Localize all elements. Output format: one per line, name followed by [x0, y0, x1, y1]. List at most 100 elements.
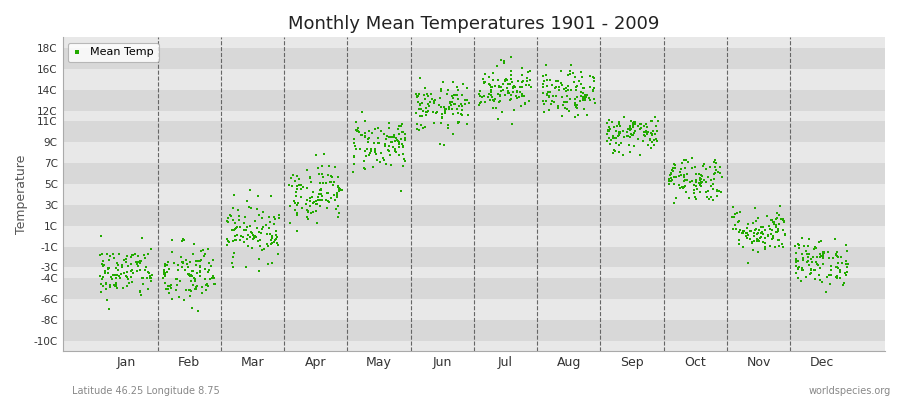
Mean Temp: [375, 155, 390, 162]
Mean Temp: [265, 233, 279, 239]
Mean Temp: [725, 225, 740, 232]
Mean Temp: [574, 68, 589, 75]
Mean Temp: [680, 157, 694, 163]
Mean Temp: [315, 171, 329, 177]
Mean Temp: [680, 159, 695, 166]
Mean Temp: [804, 266, 818, 273]
Mean Temp: [130, 268, 145, 274]
Mean Temp: [813, 265, 827, 271]
Mean Temp: [434, 86, 448, 92]
Mean Temp: [295, 184, 310, 190]
Mean Temp: [814, 279, 829, 285]
Mean Temp: [558, 104, 572, 111]
Mean Temp: [545, 82, 560, 89]
Mean Temp: [314, 187, 328, 193]
Mean Temp: [472, 102, 487, 108]
Mean Temp: [677, 157, 691, 163]
Mean Temp: [560, 98, 574, 105]
Mean Temp: [221, 215, 236, 222]
Mean Temp: [331, 184, 346, 191]
Mean Temp: [386, 134, 400, 140]
Mean Temp: [606, 119, 620, 126]
Mean Temp: [107, 255, 122, 262]
Mean Temp: [626, 130, 641, 136]
Mean Temp: [378, 142, 392, 149]
Mean Temp: [649, 123, 663, 130]
Mean Temp: [755, 231, 770, 237]
Mean Temp: [193, 258, 207, 264]
Mean Temp: [790, 258, 805, 264]
Mean Temp: [421, 93, 436, 99]
Mean Temp: [322, 178, 337, 185]
Mean Temp: [110, 285, 124, 291]
Mean Temp: [255, 215, 269, 222]
Mean Temp: [321, 190, 336, 196]
Mean Temp: [685, 165, 699, 171]
Mean Temp: [624, 126, 638, 132]
Mean Temp: [515, 93, 529, 100]
Mean Temp: [327, 192, 341, 198]
Mean Temp: [384, 162, 399, 168]
Mean Temp: [580, 92, 594, 98]
Mean Temp: [761, 233, 776, 239]
Mean Temp: [816, 251, 831, 258]
Mean Temp: [505, 78, 519, 85]
Mean Temp: [314, 163, 328, 170]
Mean Temp: [831, 260, 845, 266]
Mean Temp: [260, 231, 274, 238]
Mean Temp: [685, 178, 699, 185]
Mean Temp: [638, 129, 652, 136]
Mean Temp: [395, 163, 410, 170]
Mean Temp: [194, 248, 208, 254]
Mean Temp: [451, 96, 465, 102]
Mean Temp: [411, 93, 426, 99]
Mean Temp: [252, 236, 266, 243]
Mean Temp: [701, 188, 716, 194]
Mean Temp: [741, 232, 755, 238]
Mean Temp: [536, 90, 550, 96]
Mean Temp: [288, 207, 302, 213]
Mean Temp: [623, 148, 637, 155]
Mean Temp: [414, 121, 428, 128]
Mean Temp: [755, 229, 770, 236]
Mean Temp: [580, 112, 594, 118]
Mean Temp: [226, 216, 240, 223]
Mean Temp: [568, 114, 582, 121]
Mean Temp: [611, 141, 625, 148]
Mean Temp: [602, 127, 616, 133]
Mean Temp: [512, 83, 526, 90]
Mean Temp: [186, 251, 201, 257]
Mean Temp: [124, 254, 139, 260]
Mean Temp: [451, 118, 465, 125]
Mean Temp: [814, 238, 829, 245]
Mean Temp: [644, 139, 659, 146]
Mean Temp: [677, 174, 691, 180]
Mean Temp: [498, 92, 512, 99]
Mean Temp: [578, 92, 592, 98]
Mean Temp: [576, 94, 590, 101]
Mean Temp: [765, 226, 779, 233]
Mean Temp: [503, 80, 517, 87]
Mean Temp: [484, 87, 499, 94]
Mean Temp: [508, 93, 523, 100]
Mean Temp: [132, 260, 147, 266]
Mean Temp: [755, 230, 770, 236]
Mean Temp: [776, 244, 790, 250]
Mean Temp: [226, 264, 240, 271]
Mean Temp: [560, 93, 574, 100]
Mean Temp: [447, 101, 462, 107]
Mean Temp: [142, 273, 157, 280]
Mean Temp: [831, 264, 845, 271]
Mean Temp: [221, 239, 236, 245]
Mean Temp: [709, 188, 724, 194]
Mean Temp: [135, 235, 149, 241]
Mean Temp: [633, 121, 647, 127]
Mean Temp: [765, 217, 779, 223]
Mean Temp: [706, 185, 720, 192]
Mean Temp: [347, 143, 362, 149]
Mean Temp: [260, 242, 274, 249]
Mean Temp: [290, 173, 304, 179]
Mean Temp: [604, 119, 618, 125]
Mean Temp: [505, 120, 519, 127]
Mean Temp: [317, 150, 331, 157]
